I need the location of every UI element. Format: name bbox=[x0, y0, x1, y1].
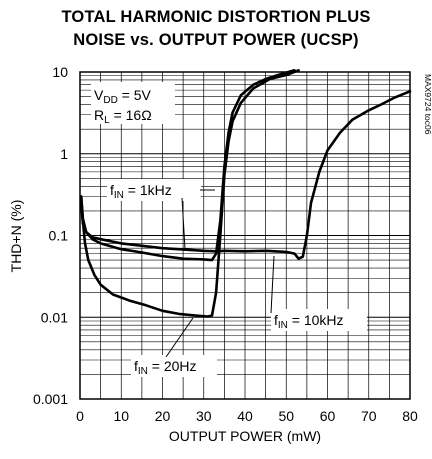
x-tick-label: 70 bbox=[361, 408, 377, 424]
chart-title-line2: NOISE vs. OUTPUT POWER (UCSP) bbox=[73, 31, 359, 49]
y-tick-label: 1 bbox=[60, 146, 68, 162]
leader-10khz bbox=[270, 255, 275, 314]
x-tick-label: 10 bbox=[113, 408, 129, 424]
tick-labels: 0 10 20 30 40 50 60 70 80 10 1 0.1 0.01 0.001 bbox=[33, 64, 418, 424]
x-axis-label: OUTPUT POWER (mW) bbox=[169, 428, 321, 444]
x-tick-label: 80 bbox=[402, 408, 418, 424]
x-tick-label: 40 bbox=[237, 408, 253, 424]
vdd-label: VDD = 5V bbox=[94, 87, 152, 106]
plot-frame bbox=[79, 71, 411, 400]
conditions-box bbox=[91, 82, 175, 124]
leader-1khz-b bbox=[181, 197, 186, 250]
series-line-1 bbox=[79, 90, 412, 260]
leader-20hz bbox=[165, 317, 194, 358]
x-tick-label: 30 bbox=[196, 408, 212, 424]
x-tick-label: 20 bbox=[155, 408, 171, 424]
part-code: MAX9724 toc06 bbox=[423, 74, 432, 135]
chart-title-line1: TOTAL HARMONIC DISTORTION PLUS bbox=[61, 8, 371, 26]
y-tick-label: 10 bbox=[52, 64, 68, 80]
label-bg-1khz bbox=[107, 179, 201, 201]
series-label-1khz: fIN = 1kHz bbox=[110, 182, 172, 201]
x-tick-label: 0 bbox=[76, 408, 84, 424]
y-tick-label: 0.1 bbox=[49, 228, 69, 244]
label-bg-20hz bbox=[131, 355, 217, 377]
series-line-0 bbox=[79, 69, 296, 262]
rl-label: RL = 16Ω bbox=[94, 107, 152, 126]
series-label-10khz: fIN = 10kHz bbox=[274, 312, 344, 331]
y-axis-label: THD+N (%) bbox=[8, 200, 24, 273]
label-bg-10khz bbox=[271, 309, 367, 331]
y-tick-label: 0.001 bbox=[33, 391, 68, 407]
series-lines bbox=[79, 69, 412, 318]
x-tick-label: 50 bbox=[278, 408, 294, 424]
y-tick-label: 0.01 bbox=[41, 309, 68, 325]
x-tick-label: 60 bbox=[320, 408, 336, 424]
series-label-20hz: fIN = 20Hz bbox=[134, 358, 197, 377]
series-line-2 bbox=[79, 69, 300, 318]
